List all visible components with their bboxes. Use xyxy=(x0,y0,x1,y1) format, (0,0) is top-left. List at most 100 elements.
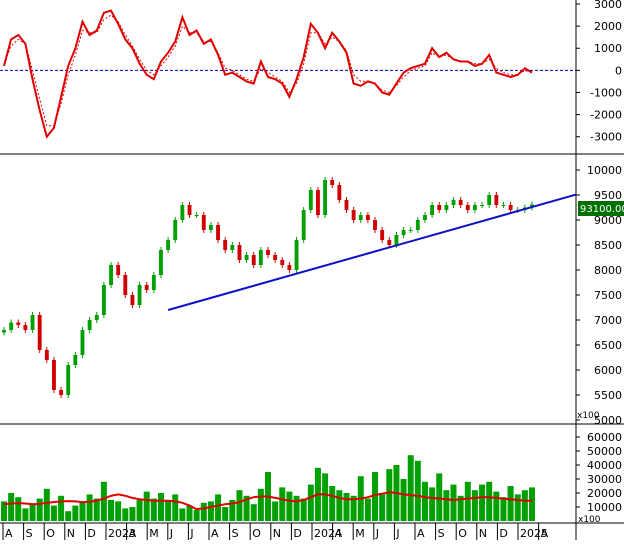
candle-body xyxy=(94,315,99,320)
candle-body xyxy=(130,295,135,305)
volume-bar xyxy=(343,493,350,521)
x-axis-label: D xyxy=(87,527,95,540)
price-y-tick-label: 6500 xyxy=(594,339,622,352)
volume-bar xyxy=(514,494,521,521)
candle-body xyxy=(59,390,64,395)
candle-body xyxy=(401,230,406,235)
volume-bar xyxy=(500,497,507,521)
volume-bar xyxy=(15,497,22,521)
candle-body xyxy=(408,230,413,231)
volume-bar xyxy=(279,487,286,521)
x-axis-label: A xyxy=(335,527,343,540)
volume-axis-unit: x100 xyxy=(578,515,601,525)
candle-body xyxy=(308,190,313,210)
candle-body xyxy=(166,240,171,250)
candle-body xyxy=(294,240,299,270)
volume-bar xyxy=(471,490,478,521)
candle-body xyxy=(73,355,78,365)
candle-body xyxy=(237,245,242,260)
candle-body xyxy=(316,190,320,215)
volume-bar xyxy=(364,498,371,521)
volume-y-tick-label: 60000 xyxy=(587,431,622,444)
candle-body xyxy=(37,315,42,350)
x-axis-label: 2023 xyxy=(108,527,136,540)
x-axis-label: A xyxy=(417,527,425,540)
candle-body xyxy=(508,205,513,210)
price-y-tick-label: 5500 xyxy=(594,389,622,402)
volume-bar xyxy=(207,501,214,521)
volume-y-tick-label: 30000 xyxy=(587,473,622,486)
volume-bar xyxy=(43,488,50,521)
volume-bar xyxy=(65,511,72,521)
candle-body xyxy=(23,325,28,330)
volume-bar xyxy=(36,498,43,521)
candle-body xyxy=(258,250,263,265)
candle-body xyxy=(323,180,328,215)
oscillator-y-tick-label: -1000 xyxy=(590,86,622,99)
oscillator-line xyxy=(3,9,533,139)
candle-body xyxy=(344,200,349,210)
candle-body xyxy=(201,215,206,230)
candle-body xyxy=(437,205,442,210)
candle-body xyxy=(373,220,377,230)
price-y-tick-label: 9000 xyxy=(594,214,622,227)
volume-bar xyxy=(58,495,65,521)
volume-bar xyxy=(493,491,500,521)
price-y-tick-label: 10000 xyxy=(587,164,622,177)
candle-body xyxy=(30,315,35,330)
volume-bar xyxy=(379,493,386,521)
x-axis-label: J xyxy=(395,527,399,540)
volume-bar xyxy=(22,508,29,521)
price-y-tick-label: 8500 xyxy=(594,239,622,252)
candle-body xyxy=(216,225,220,240)
candle-body xyxy=(123,275,128,295)
oscillator-y-tick-label: -2000 xyxy=(590,109,622,122)
candle-body xyxy=(458,200,463,205)
candle-body xyxy=(387,240,392,245)
x-axis-label: N xyxy=(67,527,75,540)
candle-body xyxy=(16,322,21,325)
candle-body xyxy=(151,275,156,290)
x-axis-label: S xyxy=(232,527,239,540)
candle-body xyxy=(351,210,356,220)
candle-body xyxy=(451,200,456,205)
x-axis-label: M xyxy=(149,527,159,540)
volume-bar xyxy=(400,479,407,521)
candle-body xyxy=(480,205,484,206)
volume-bar xyxy=(236,490,243,521)
candle-body xyxy=(358,215,363,220)
candle-body xyxy=(365,215,370,220)
volume-bar xyxy=(179,508,186,521)
candle-body xyxy=(208,225,213,230)
volume-bar xyxy=(86,494,93,521)
volume-bar xyxy=(222,507,229,521)
volume-bar xyxy=(307,484,314,521)
candle-body xyxy=(465,205,470,210)
volume-moving-average xyxy=(3,491,532,511)
volume-bar xyxy=(229,500,236,521)
x-axis-label: N xyxy=(273,527,281,540)
last-price-tag-text: 93100.00 xyxy=(580,204,624,215)
candle-body xyxy=(251,255,256,265)
oscillator-y-tick-label: 1000 xyxy=(594,42,622,55)
candle-body xyxy=(501,205,506,206)
volume-bar xyxy=(200,502,207,521)
volume-bar xyxy=(421,481,428,521)
price-y-tick-label: 6000 xyxy=(594,364,622,377)
volume-bar xyxy=(1,501,7,521)
volume-y-tick-label: 20000 xyxy=(587,487,622,500)
volume-bar xyxy=(479,484,486,521)
candle-body xyxy=(415,220,420,230)
candle-body xyxy=(9,322,14,330)
candle-body xyxy=(87,320,92,330)
volume-bar xyxy=(79,502,86,521)
x-axis-label: 2025 xyxy=(520,527,548,540)
price-panel: 5000 5500 6000 6500 7000 7500 8000 8500 9000 9500… xyxy=(2,164,624,427)
last-price-tag: 93100.00 xyxy=(578,201,624,216)
volume-bar xyxy=(143,491,150,521)
volume-bar xyxy=(414,460,421,521)
volume-bar xyxy=(172,494,179,521)
candle-body xyxy=(173,220,178,240)
candle-body xyxy=(287,265,292,270)
